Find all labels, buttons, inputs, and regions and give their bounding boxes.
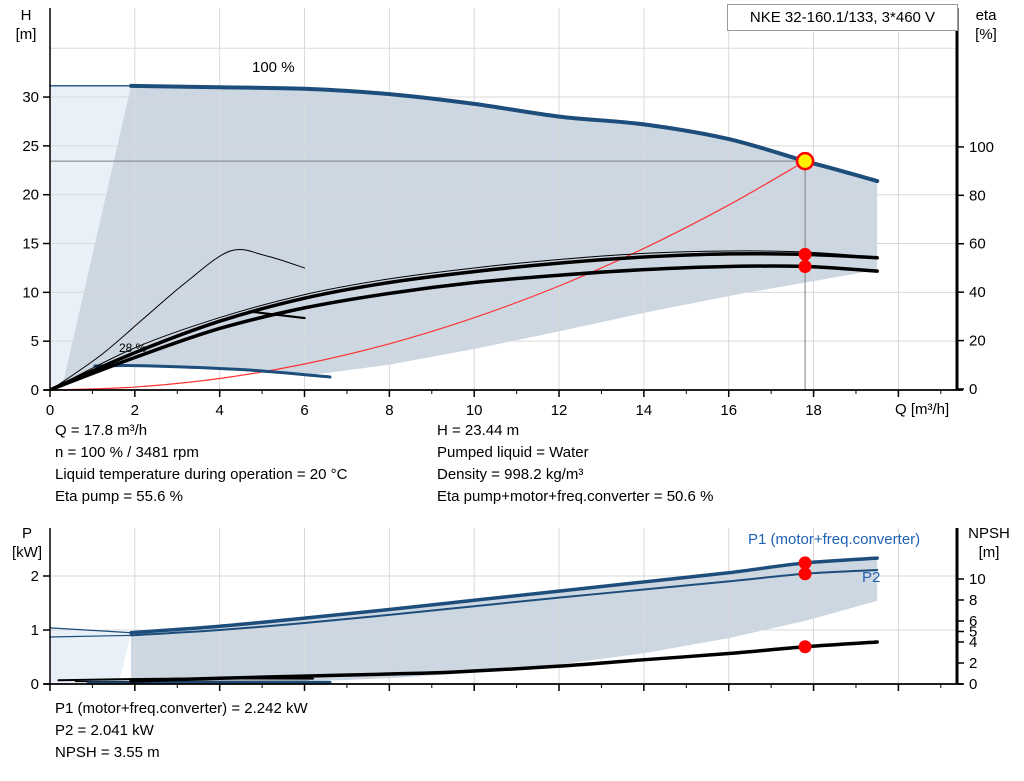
info-head: H = 23.44 m (437, 422, 520, 439)
p1-curve-label: P1 (motor+freq.converter) (748, 531, 921, 548)
power-axis-unit: [kW] (12, 544, 42, 561)
tick-label: 60 (969, 236, 986, 253)
info-eta-total: Eta pump+motor+freq.converter = 50.6 % (437, 488, 714, 505)
tick-label: 25 (22, 138, 39, 155)
tick-label: 20 (969, 333, 986, 350)
npsh-dot (798, 640, 812, 654)
tick-label: 0 (969, 676, 977, 693)
eta-axis-symbol: eta (975, 7, 997, 24)
info-npsh: NPSH = 3.55 m (55, 744, 160, 761)
tick-label: 12 (551, 402, 568, 419)
tick-label: 0 (31, 382, 39, 399)
p1-ext (49, 627, 132, 634)
eta-total-dot (798, 259, 812, 273)
tick-label: 15 (22, 236, 39, 253)
tick-label: 0 (46, 402, 54, 419)
tick-label: 5 (31, 333, 39, 350)
info-flow: Q = 17.8 m³/h (55, 422, 148, 439)
tick-label: 100 (969, 139, 994, 156)
tick-label: 2 (31, 568, 39, 585)
system-curve (49, 160, 806, 391)
info-liquid-temp: Liquid temperature during operation = 20… (55, 466, 348, 483)
tick-label: 0 (969, 381, 977, 398)
tick-label: 2 (969, 655, 977, 672)
head-minspeed (93, 364, 332, 379)
tick-label: 5 (969, 624, 977, 641)
power-axis-title: P [kW] (6, 524, 48, 562)
eta-pump (50, 251, 879, 391)
p2-dot (798, 567, 812, 581)
tick-label: 18 (805, 402, 822, 419)
info-pumped-liquid: Pumped liquid = Water (437, 444, 589, 461)
eta-axis-unit: [%] (975, 26, 997, 43)
tick-label: 30 (22, 89, 39, 106)
power-axis-symbol: P (21, 525, 32, 542)
head-axis-symbol: H (20, 7, 32, 24)
power-range-pale (50, 627, 132, 683)
power-info: P1 (motor+freq.converter) = 2.242 kW P2 … (55, 698, 308, 764)
head-axis-title: H [m] (6, 6, 46, 44)
duty-info-right: H = 23.44 m Pumped liquid = Water Densit… (437, 420, 713, 508)
eta-arc-thin (51, 248, 306, 390)
info-speed: n = 100 % / 3481 rpm (55, 444, 199, 461)
tick-label: 80 (969, 187, 986, 204)
operating-range (61, 85, 878, 389)
pump-model-title: NKE 32-160.1/133, 3*460 V (727, 4, 958, 31)
head-axis-unit: [m] (15, 26, 37, 43)
p1-dot (798, 556, 812, 570)
tick-label: 4 (969, 634, 977, 651)
npsh-axis-title: NPSH [m] (958, 524, 1020, 562)
tick-label: 8 (385, 402, 393, 419)
tick-label: 10 (466, 402, 483, 419)
duty-point (795, 151, 815, 171)
flow-axis-title: Q [m³/h] (895, 401, 950, 418)
tick-label: 6 (969, 613, 977, 630)
tick-label: 6 (300, 402, 308, 419)
info-eta-pump: Eta pump = 55.6 % (55, 488, 183, 505)
tick-label: 10 (969, 571, 986, 588)
duty-info-left: Q = 17.8 m³/h n = 100 % / 3481 rpm Liqui… (55, 420, 347, 508)
speed-100-label: 100 % (252, 59, 295, 76)
p2-ext (49, 634, 132, 638)
tick-label: 20 (22, 187, 39, 204)
p2 (130, 569, 879, 637)
tick-label: 14 (636, 402, 653, 419)
tick-label: 16 (720, 402, 737, 419)
tick-label: 10 (22, 284, 39, 301)
eta-pump-dot (798, 247, 812, 261)
tick-label: 8 (969, 592, 977, 609)
eta-axis-title: eta [%] (962, 6, 1010, 44)
tick-label: 1 (31, 622, 39, 639)
tick-label: 0 (31, 676, 39, 693)
tick-label: 4 (216, 402, 224, 419)
info-density: Density = 998.2 kg/m³ (437, 466, 584, 483)
tick-label: 2 (131, 402, 139, 419)
p1 (129, 556, 879, 635)
power-range (131, 558, 878, 684)
speed-min-label: 28 % (119, 341, 147, 355)
p-minspeed-blue (86, 680, 332, 685)
eta-pump-motor-freq (50, 264, 879, 391)
npsh (129, 640, 879, 683)
operating-range-pale (50, 85, 132, 390)
npsh-axis-symbol: NPSH (968, 525, 1010, 542)
eta-upper-thin (51, 250, 878, 390)
info-p2: P2 = 2.041 kW (55, 722, 154, 739)
info-p1: P1 (motor+freq.converter) = 2.242 kW (55, 700, 308, 717)
p2-curve-label: P2 (862, 569, 881, 586)
tick-label: 40 (969, 284, 986, 301)
npsh-axis-unit: [m] (978, 544, 1000, 561)
